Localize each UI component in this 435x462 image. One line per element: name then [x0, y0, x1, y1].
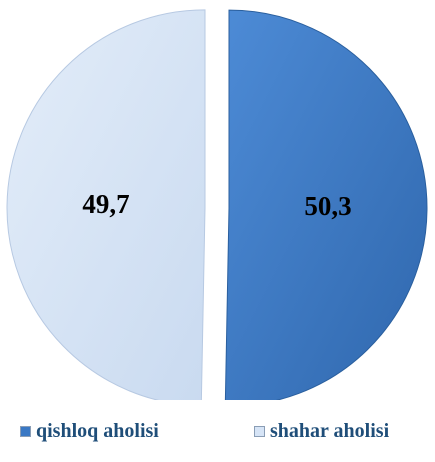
legend-swatch-qishloq-aholisi — [20, 426, 31, 437]
pie-chart-area: 50,3 49,7 — [6, 9, 428, 407]
legend-swatch-shahar-aholisi — [254, 426, 265, 437]
pie-slice-label-shahar-aholisi: 49,7 — [82, 189, 129, 219]
pie-slice-shahar-aholisi — [6, 9, 206, 407]
pie-chart: 50,3 49,7 — [6, 9, 428, 407]
legend-item-qishloq-aholisi: qishloq aholisi — [20, 420, 159, 443]
pie-slice-qishloq-aholisi — [224, 9, 428, 407]
legend-label-qishloq-aholisi: qishloq aholisi — [36, 420, 159, 442]
pie-slice-label-qishloq-aholisi: 50,3 — [304, 191, 351, 221]
legend-label-shahar-aholisi: shahar aholisi — [270, 420, 390, 442]
legend-item-shahar-aholisi: shahar aholisi — [254, 420, 389, 443]
chart-legend: qishloq aholisi shahar aholisi — [0, 420, 435, 456]
